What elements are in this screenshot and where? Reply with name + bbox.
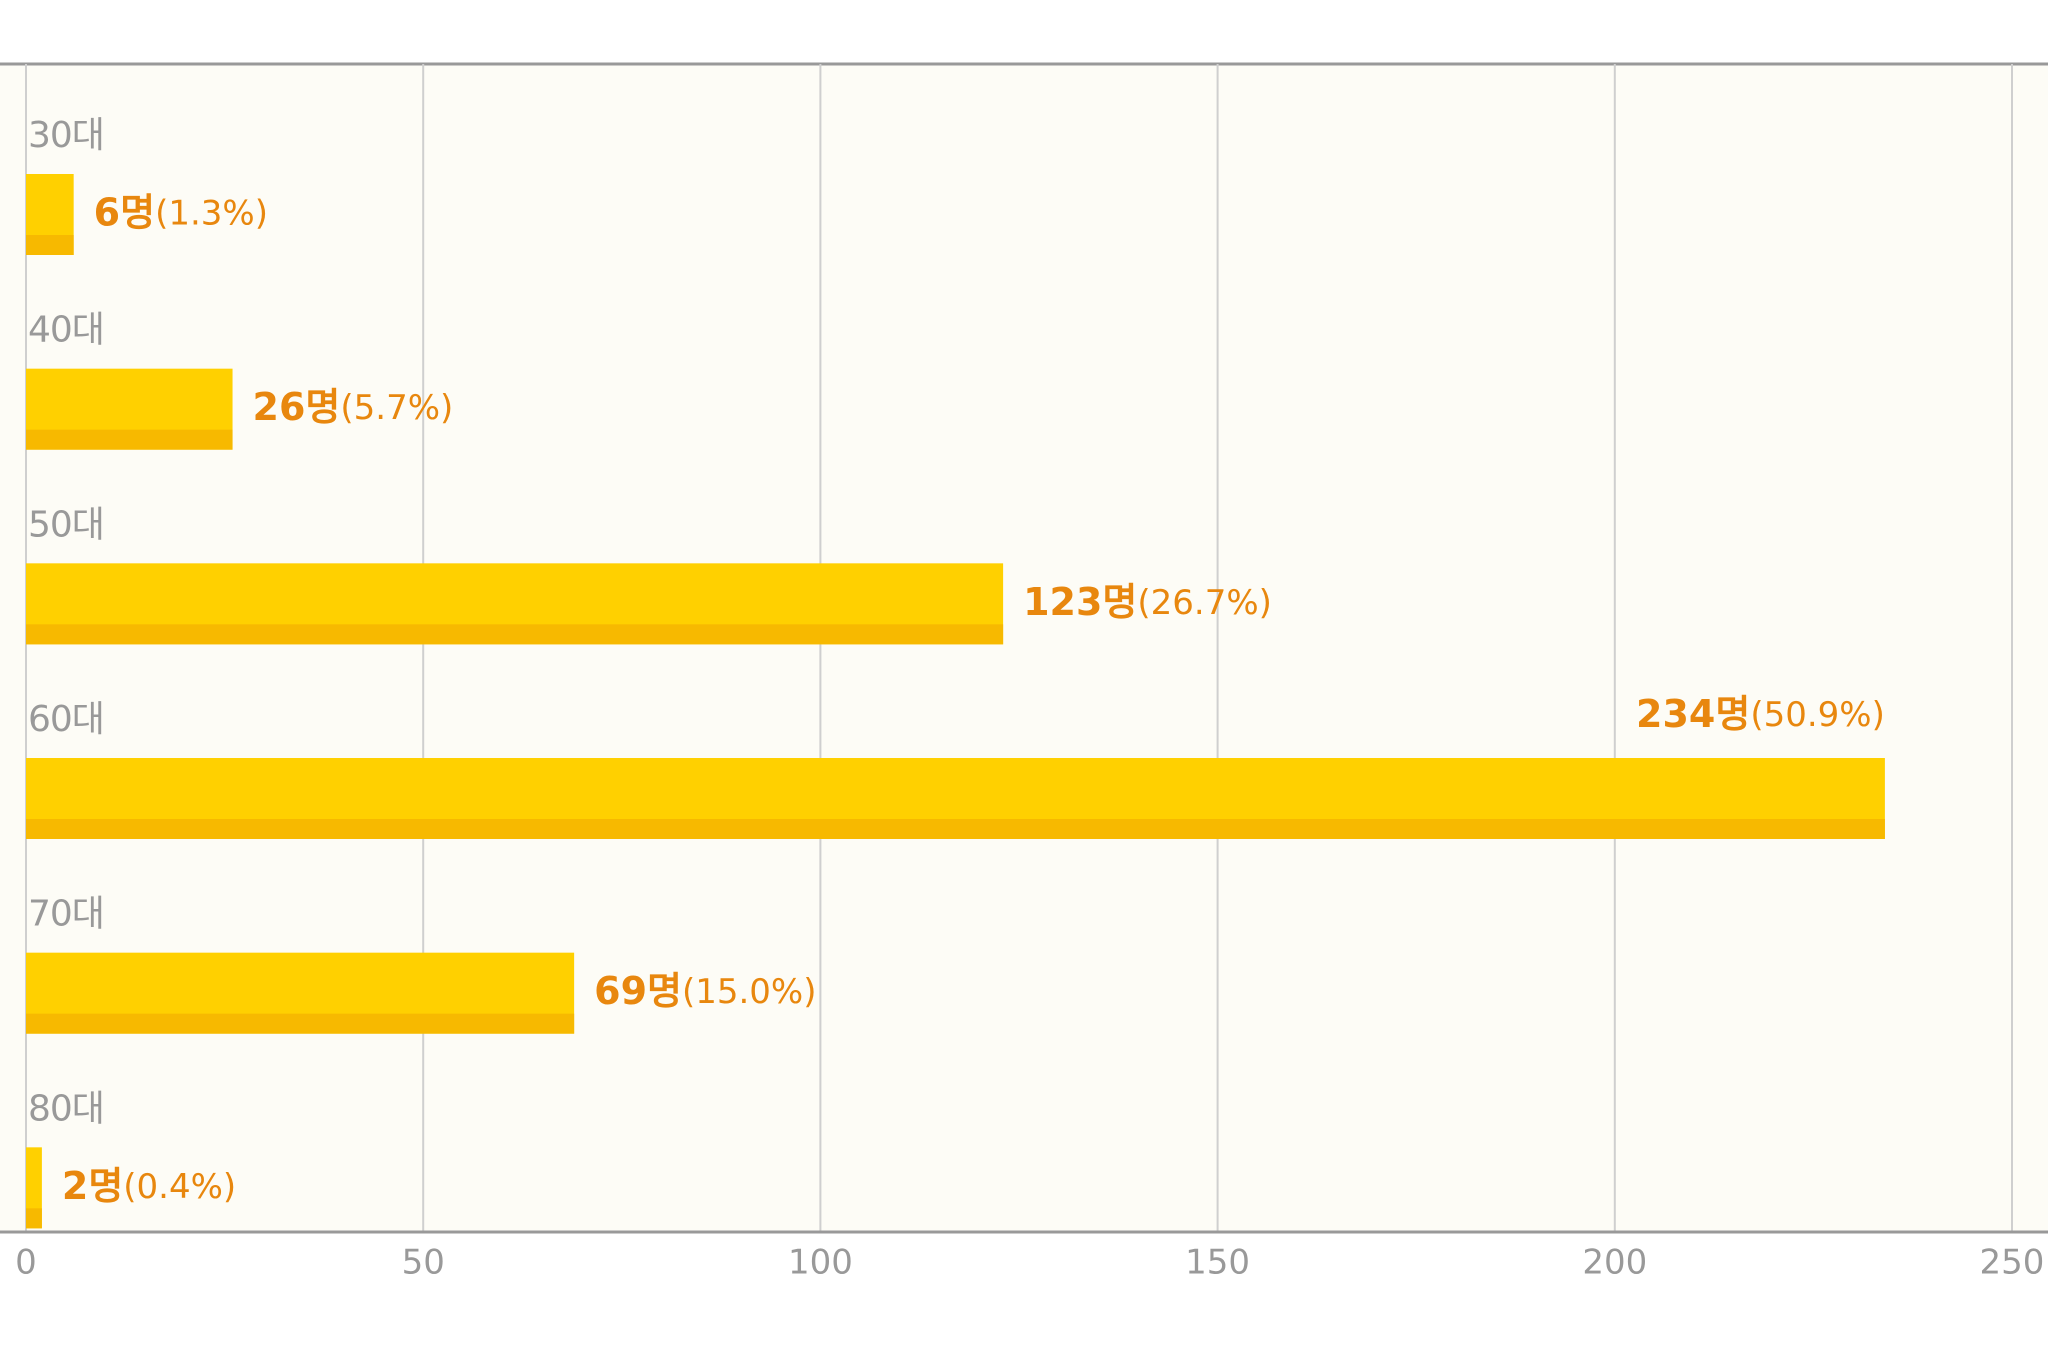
value-label: 69명(15.0%): [594, 969, 816, 1013]
bar: [26, 563, 1004, 645]
x-tick-label: 150: [1185, 1243, 1250, 1283]
category-label: 70대: [28, 894, 104, 935]
x-tick-label: 100: [788, 1243, 853, 1283]
category-label: 50대: [28, 504, 104, 545]
category-label: 30대: [28, 115, 104, 156]
x-tick-label: 200: [1582, 1243, 1647, 1283]
value-label: 26명(5.7%): [253, 385, 454, 429]
x-tick-label: 0: [15, 1243, 37, 1283]
category-label: 80대: [28, 1088, 104, 1129]
x-tick-label: 50: [402, 1243, 445, 1283]
value-label: 123명(26.7%): [1023, 579, 1272, 623]
value-label: 6명(1.3%): [94, 190, 268, 234]
category-label: 40대: [28, 310, 104, 351]
value-label: 234명(50.9%): [1636, 692, 1885, 736]
category-label: 60대: [28, 699, 104, 740]
bar: [26, 368, 233, 450]
plot-background: [0, 64, 2048, 1232]
bar: [26, 1147, 42, 1229]
bar: [26, 952, 575, 1034]
value-label: 2명(0.4%): [62, 1163, 236, 1207]
bar: [26, 758, 1885, 839]
bar: [26, 174, 74, 255]
x-tick-label: 250: [1980, 1243, 2045, 1283]
